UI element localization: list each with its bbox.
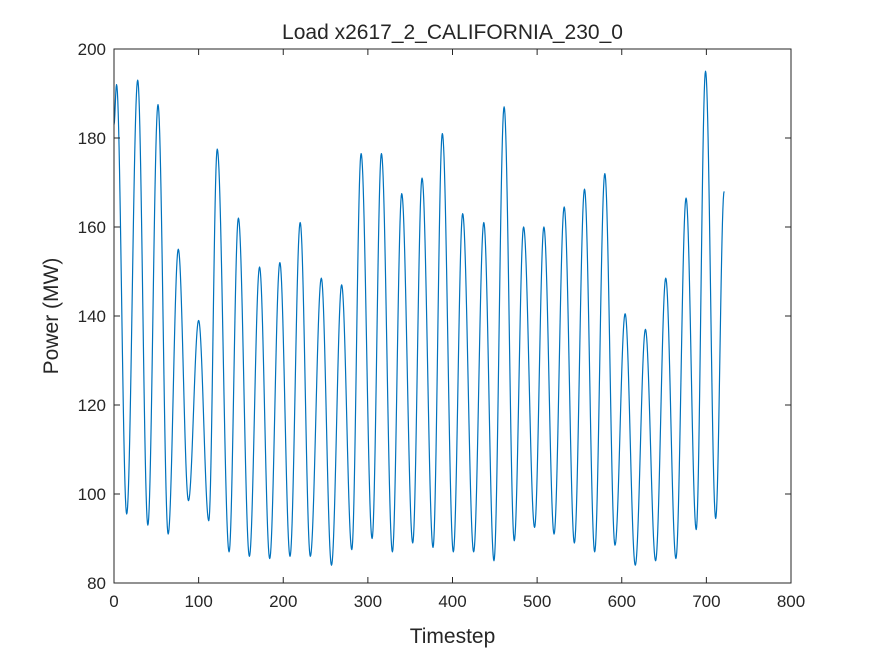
plot-area [114, 49, 791, 583]
y-tick-label: 100 [78, 485, 106, 504]
x-tick-label: 0 [109, 592, 118, 611]
y-tick-label: 180 [78, 129, 106, 148]
x-tick-label: 200 [269, 592, 297, 611]
x-tick-label: 600 [608, 592, 636, 611]
y-axis-label: Power (MW) [40, 258, 63, 375]
y-tick-label: 120 [78, 396, 106, 415]
y-tick-label: 80 [87, 574, 106, 593]
y-tick-label: 160 [78, 218, 106, 237]
series-layer [113, 70, 725, 566]
tick-layer: 0 100 200 300 400 500 600 700 800 80 100 120 140 160 1… [78, 40, 806, 611]
x-tick-label: 300 [354, 592, 382, 611]
x-tick-label: 700 [692, 592, 720, 611]
x-tick-label: 800 [777, 592, 805, 611]
x-axis-label: Timestep [410, 625, 496, 648]
x-tick-label: 500 [523, 592, 551, 611]
y-tick-label: 140 [78, 307, 106, 326]
y-tick-label: 200 [78, 40, 106, 59]
x-tick-label: 100 [184, 592, 212, 611]
x-tick-label: 400 [438, 592, 466, 611]
series-line [113, 70, 725, 566]
chart-title: Load x2617_2_CALIFORNIA_230_0 [282, 21, 623, 44]
